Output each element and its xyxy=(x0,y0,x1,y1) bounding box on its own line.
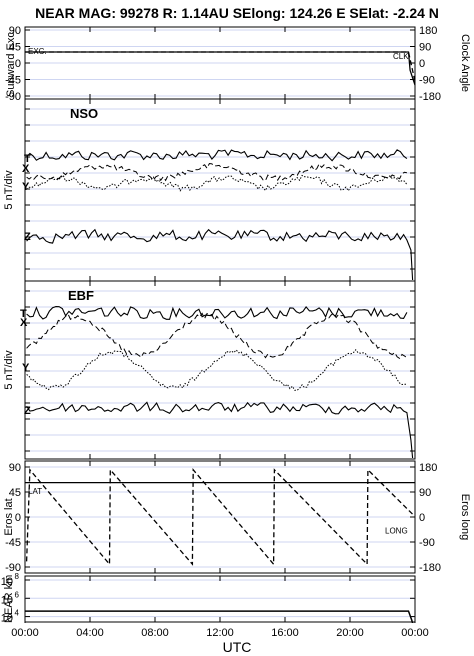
y-tick-label: 0 xyxy=(15,512,21,524)
series-exc-line xyxy=(25,51,416,82)
y2-tick-label: -180 xyxy=(419,562,441,574)
y2-tick-label: 90 xyxy=(419,487,431,499)
x-tick-label: 00:00 xyxy=(11,627,39,639)
panel-frame-2 xyxy=(24,98,416,282)
series-z-line xyxy=(26,228,414,281)
annotation-exc: EXC. xyxy=(28,47,47,56)
y-tick-label: 90 xyxy=(9,462,21,474)
y2-tick-label: 180 xyxy=(419,462,437,474)
panel-title-nso: NSO xyxy=(70,106,98,121)
page-title: NEAR MAG: 99278 R: 1.14AU SElong: 124.26… xyxy=(35,5,439,21)
panel-title-ebf: EBF xyxy=(68,288,94,303)
x-tick-label: 12:00 xyxy=(206,627,234,639)
y2-tick-label: -90 xyxy=(419,537,435,549)
y2-axis-label: Eros long xyxy=(459,494,471,540)
x-tick-label: 00:00 xyxy=(401,627,429,639)
y2-tick-label: 90 xyxy=(419,42,431,54)
y-axis-label: 5 nT/div xyxy=(3,170,15,210)
series-label-x: X xyxy=(22,163,30,175)
y2-tick-label: 0 xyxy=(419,512,425,524)
y-tick-exponent: 6 xyxy=(15,590,20,599)
y-tick-exponent: 4 xyxy=(15,609,20,618)
series-t-line xyxy=(26,306,408,320)
series-label-y: Y xyxy=(22,181,30,193)
series-y-line xyxy=(26,348,407,391)
annotation-clk: CLK xyxy=(393,52,409,61)
y-tick-label: -90 xyxy=(5,91,21,103)
series-y-line xyxy=(26,174,408,192)
y-tick-label: -90 xyxy=(5,562,21,574)
series-clk-line xyxy=(25,51,416,86)
x-tick-label: 04:00 xyxy=(76,627,104,639)
y-tick-label: 10 xyxy=(1,613,13,625)
y-tick-label: 90 xyxy=(9,25,21,37)
x-tick-label: 16:00 xyxy=(271,627,299,639)
y2-tick-label: 0 xyxy=(419,58,425,70)
series-label-z: Z xyxy=(24,405,31,417)
series-label-x: X xyxy=(20,317,28,329)
series-z-line xyxy=(26,401,414,459)
series-t-line xyxy=(26,149,408,162)
y-axis-label: Eros lat xyxy=(3,498,15,535)
annotation-lat: LAT xyxy=(28,487,42,496)
y2-tick-label: 180 xyxy=(419,25,437,37)
series-long-line xyxy=(25,468,414,566)
y2-axis-label: Clock Angle xyxy=(459,34,471,92)
y-axis-label: 5 nT/div xyxy=(3,350,15,390)
panel-frame-3 xyxy=(24,280,416,460)
y-tick-label: 10 xyxy=(1,576,13,588)
series-x-line xyxy=(26,162,407,182)
series-label-t: T xyxy=(24,153,31,165)
y-tick-label: 45 xyxy=(9,487,21,499)
y-tick-label: 45 xyxy=(9,42,21,54)
y-tick-label: -45 xyxy=(5,537,21,549)
y-tick-label: -45 xyxy=(5,75,21,87)
y-tick-label: 10 xyxy=(1,594,13,606)
series-x-line xyxy=(26,312,408,360)
y2-tick-label: -90 xyxy=(419,75,435,87)
x-tick-label: 08:00 xyxy=(141,627,169,639)
y-axis-label: Sunward Exc. xyxy=(5,29,17,97)
annotation-long: LONG xyxy=(385,527,408,536)
axis-label-band xyxy=(0,623,474,656)
series-label-z: Z xyxy=(24,231,31,243)
y2-tick-label: -180 xyxy=(419,91,441,103)
y-tick-label: 0 xyxy=(15,58,21,70)
series-label-t: T xyxy=(20,308,27,320)
y-tick-exponent: 8 xyxy=(15,572,20,581)
series-label-y: Y xyxy=(22,362,30,374)
x-axis-label: UTC xyxy=(223,639,252,655)
x-tick-label: 20:00 xyxy=(336,627,364,639)
